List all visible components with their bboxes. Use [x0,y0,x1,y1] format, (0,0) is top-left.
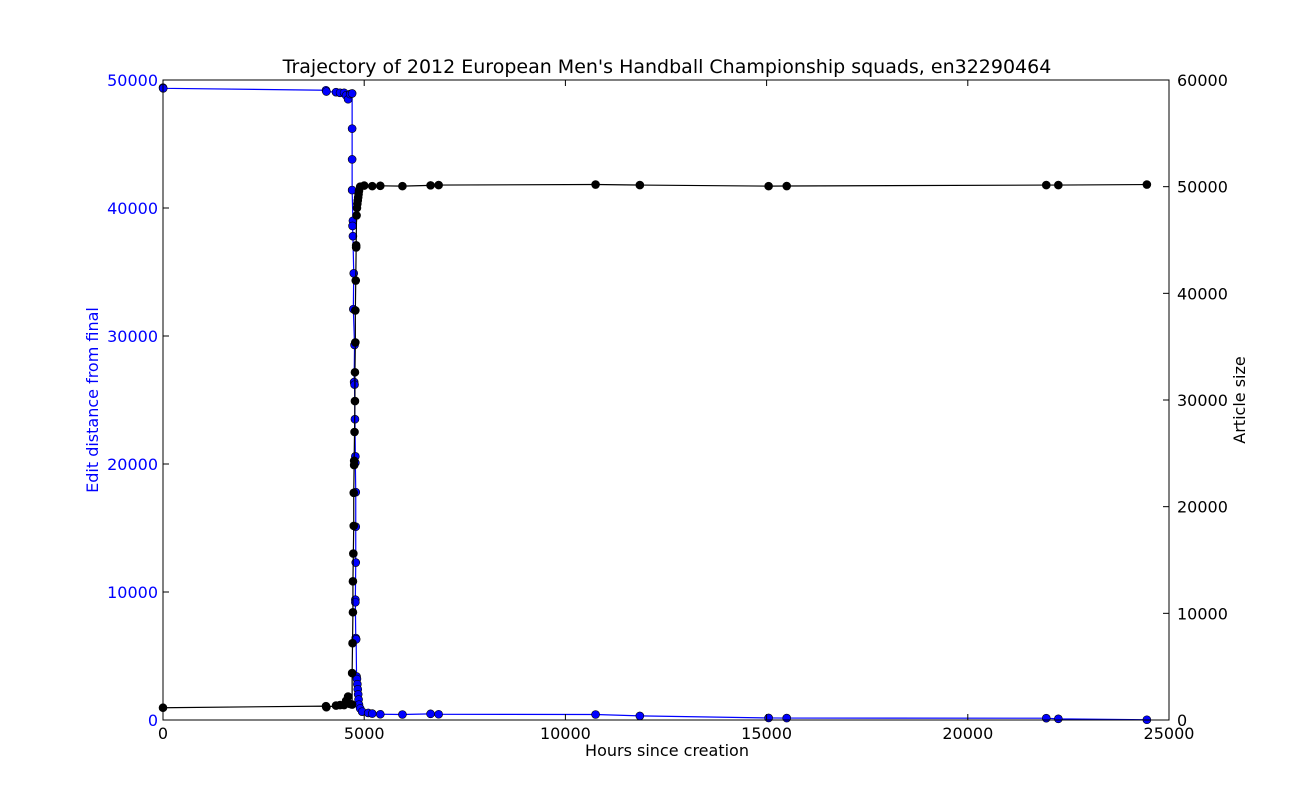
edit-distance-point [591,710,600,719]
edit-distance-point [349,268,359,278]
x-axis-label: Hours since creation [585,741,749,760]
article-size-point [426,181,435,190]
edit-distance-point [782,713,792,723]
article-size-point [350,367,360,377]
right-y-tick-label: 10000 [1177,604,1228,623]
right-y-axis: 0 10000 20000 30000 40000 50000 60000 [1163,71,1228,730]
right-y-axis-label: Article size [1230,356,1249,443]
edit-distance-point [348,221,357,231]
edit-distance-point [348,231,358,241]
article-size-point [348,638,357,648]
article-size-point [434,180,443,190]
left-y-tick-label: 40000 [107,199,158,218]
right-y-tick-label: 30000 [1177,391,1228,410]
article-size-line [162,183,1147,709]
x-tick-label: 15000 [741,724,792,743]
article-size-point [322,702,331,712]
article-size-point [350,396,360,406]
article-size-point [764,181,773,191]
edit-distance-point [764,713,773,723]
article-size-point [375,181,385,191]
article-size-point [347,700,357,709]
x-tick-label: 20000 [942,724,993,743]
article-size-point [1054,180,1063,190]
article-size-point [349,456,359,466]
edit-distance-point [1041,713,1051,723]
article-size-point [349,488,359,498]
article-size-point [349,521,359,531]
article-size-point [635,180,645,190]
edit-distance-point [398,710,407,719]
right-y-tick-label: 60000 [1177,71,1228,90]
edit-distance-point [367,709,377,718]
article-size-point [1041,180,1051,190]
article-size-point [782,181,792,191]
edit-distance-point [1054,714,1063,724]
article-size-point [359,181,369,190]
edit-distance-point [322,87,331,96]
chart-title: Trajectory of 2012 European Men's Handba… [282,56,1052,78]
edit-distance-point [375,709,385,719]
right-y-tick-label: 50000 [1177,178,1228,197]
left-y-tick-label: 10000 [107,583,158,602]
x-axis: 0 5000 10000 15000 20000 25000 [158,80,1195,743]
right-y-tick-label: 20000 [1177,498,1228,517]
edit-distance-point [347,89,357,98]
article-size-point [351,276,361,285]
article-size-point [348,607,358,617]
series-layer [158,83,1152,725]
edit-distance-line [162,87,1147,721]
article-size-point [351,306,360,315]
edit-distance-point [426,709,435,719]
article-size-point [351,338,360,347]
article-size-point [347,668,357,678]
article-size-point [352,211,361,220]
edit-distance-point [347,124,357,133]
article-size-point [398,181,407,191]
right-y-tick-label: 40000 [1177,284,1228,303]
article-size-point [350,427,359,437]
right-y-tick-label: 0 [1177,711,1187,730]
edit-distance-point [347,155,357,164]
left-y-axis-label: Edit distance from final [83,307,102,493]
left-y-tick-label: 50000 [107,71,158,90]
x-tick-label: 0 [158,724,168,743]
article-size-point [367,181,377,191]
left-y-tick-label: 30000 [107,327,158,346]
x-tick-label: 10000 [540,724,591,743]
left-y-axis: 0 10000 20000 30000 40000 50000 [107,71,169,730]
article-size-point [351,241,361,250]
article-size-point [1142,180,1152,189]
plot-frame [162,79,1170,721]
article-size-point [591,180,600,189]
left-y-tick-label: 20000 [107,455,158,474]
edit-distance-point [635,711,645,721]
x-tick-label: 5000 [344,724,385,743]
x-tick-label: 25000 [1144,724,1195,743]
article-size-point [343,692,353,701]
article-size-point [348,577,358,586]
edit-distance-point [434,709,443,719]
article-size-point [349,549,358,558]
left-y-tick-label: 0 [148,711,158,730]
